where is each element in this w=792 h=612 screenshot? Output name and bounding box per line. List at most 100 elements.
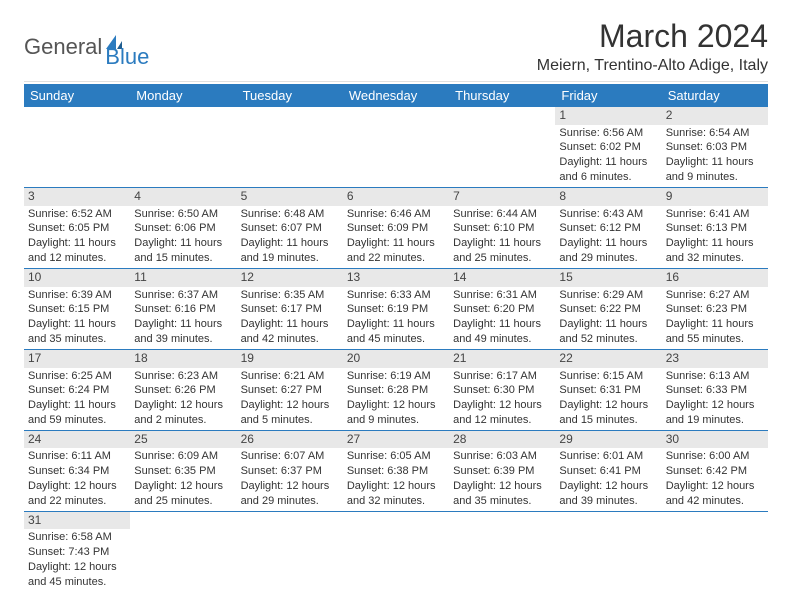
day-number: 14: [449, 269, 555, 287]
day-number: 17: [24, 350, 130, 368]
sunrise-text: Sunrise: 6:48 AM: [241, 207, 339, 222]
day-details: Sunrise: 6:37 AMSunset: 6:16 PMDaylight:…: [130, 287, 236, 349]
calendar-day-cell: 30Sunrise: 6:00 AMSunset: 6:42 PMDayligh…: [662, 430, 768, 511]
logo: General Blue: [24, 18, 149, 70]
day-details: Sunrise: 6:11 AMSunset: 6:34 PMDaylight:…: [24, 448, 130, 510]
day-number: 25: [130, 431, 236, 449]
daylight-text: Daylight: 11 hours and 22 minutes.: [347, 236, 445, 266]
day-number: 1: [555, 107, 661, 125]
day-details: Sunrise: 6:07 AMSunset: 6:37 PMDaylight:…: [237, 448, 343, 510]
day-details: Sunrise: 6:41 AMSunset: 6:13 PMDaylight:…: [662, 206, 768, 268]
calendar-table: Sunday Monday Tuesday Wednesday Thursday…: [24, 84, 768, 592]
sunrise-text: Sunrise: 6:29 AM: [559, 288, 657, 303]
day-number: 18: [130, 350, 236, 368]
sunrise-text: Sunrise: 6:44 AM: [453, 207, 551, 222]
calendar-day-cell: 17Sunrise: 6:25 AMSunset: 6:24 PMDayligh…: [24, 349, 130, 430]
sunrise-text: Sunrise: 6:27 AM: [666, 288, 764, 303]
header-divider: [24, 81, 768, 82]
sunrise-text: Sunrise: 6:19 AM: [347, 369, 445, 384]
sunset-text: Sunset: 6:16 PM: [134, 302, 232, 317]
day-number: 27: [343, 431, 449, 449]
sunrise-text: Sunrise: 6:52 AM: [28, 207, 126, 222]
sunrise-text: Sunrise: 6:39 AM: [28, 288, 126, 303]
weekday-header: Wednesday: [343, 84, 449, 107]
logo-text-general: General: [24, 34, 102, 60]
daylight-text: Daylight: 12 hours and 12 minutes.: [453, 398, 551, 428]
day-details: Sunrise: 6:29 AMSunset: 6:22 PMDaylight:…: [555, 287, 661, 349]
sunrise-text: Sunrise: 6:11 AM: [28, 449, 126, 464]
daylight-text: Daylight: 12 hours and 19 minutes.: [666, 398, 764, 428]
daylight-text: Daylight: 12 hours and 22 minutes.: [28, 479, 126, 509]
calendar-day-cell: 16Sunrise: 6:27 AMSunset: 6:23 PMDayligh…: [662, 268, 768, 349]
daylight-text: Daylight: 12 hours and 29 minutes.: [241, 479, 339, 509]
sunrise-text: Sunrise: 6:37 AM: [134, 288, 232, 303]
location-text: Meiern, Trentino-Alto Adige, Italy: [537, 57, 768, 75]
calendar-day-cell: 18Sunrise: 6:23 AMSunset: 6:26 PMDayligh…: [130, 349, 236, 430]
calendar-day-cell: [237, 107, 343, 187]
sunrise-text: Sunrise: 6:05 AM: [347, 449, 445, 464]
sunset-text: Sunset: 6:39 PM: [453, 464, 551, 479]
day-number: 6: [343, 188, 449, 206]
daylight-text: Daylight: 12 hours and 45 minutes.: [28, 560, 126, 590]
day-details: Sunrise: 6:15 AMSunset: 6:31 PMDaylight:…: [555, 368, 661, 430]
daylight-text: Daylight: 12 hours and 15 minutes.: [559, 398, 657, 428]
sunset-text: Sunset: 6:15 PM: [28, 302, 126, 317]
sunset-text: Sunset: 6:09 PM: [347, 221, 445, 236]
calendar-day-cell: [237, 511, 343, 591]
sunset-text: Sunset: 6:38 PM: [347, 464, 445, 479]
sunrise-text: Sunrise: 6:03 AM: [453, 449, 551, 464]
calendar-week-row: 10Sunrise: 6:39 AMSunset: 6:15 PM Dayligh…: [24, 268, 768, 349]
daylight-text: Daylight: 11 hours and 52 minutes.: [559, 317, 657, 347]
day-number: 9: [662, 188, 768, 206]
day-details: Sunrise: 6:58 AMSunset: 7:43 PMDaylight:…: [24, 529, 130, 591]
calendar-day-cell: 9Sunrise: 6:41 AMSunset: 6:13 PMDaylight…: [662, 187, 768, 268]
weekday-header: Monday: [130, 84, 236, 107]
weekday-header: Saturday: [662, 84, 768, 107]
calendar-day-cell: 22Sunrise: 6:15 AMSunset: 6:31 PMDayligh…: [555, 349, 661, 430]
weekday-header: Thursday: [449, 84, 555, 107]
calendar-day-cell: 21Sunrise: 6:17 AMSunset: 6:30 PMDayligh…: [449, 349, 555, 430]
sunset-text: Sunset: 6:06 PM: [134, 221, 232, 236]
sunset-text: Sunset: 6:35 PM: [134, 464, 232, 479]
calendar-day-cell: [130, 511, 236, 591]
daylight-text: Daylight: 11 hours and 55 minutes.: [666, 317, 764, 347]
day-number: 15: [555, 269, 661, 287]
day-details: Sunrise: 6:25 AMSunset: 6:24 PMDaylight:…: [24, 368, 130, 430]
calendar-day-cell: 15Sunrise: 6:29 AMSunset: 6:22 PMDayligh…: [555, 268, 661, 349]
sunrise-text: Sunrise: 6:43 AM: [559, 207, 657, 222]
weekday-header: Tuesday: [237, 84, 343, 107]
sunset-text: Sunset: 6:30 PM: [453, 383, 551, 398]
sunset-text: Sunset: 6:22 PM: [559, 302, 657, 317]
calendar-day-cell: 6Sunrise: 6:46 AMSunset: 6:09 PMDaylight…: [343, 187, 449, 268]
day-number: 10: [24, 269, 130, 287]
day-details: Sunrise: 6:52 AMSunset: 6:05 PMDaylight:…: [24, 206, 130, 268]
daylight-text: Daylight: 12 hours and 35 minutes.: [453, 479, 551, 509]
sunset-text: Sunset: 6:19 PM: [347, 302, 445, 317]
sunset-text: Sunset: 6:31 PM: [559, 383, 657, 398]
calendar-day-cell: 7Sunrise: 6:44 AMSunset: 6:10 PMDaylight…: [449, 187, 555, 268]
daylight-text: Daylight: 11 hours and 49 minutes.: [453, 317, 551, 347]
sunset-text: Sunset: 6:26 PM: [134, 383, 232, 398]
sunset-text: Sunset: 6:03 PM: [666, 140, 764, 155]
sunset-text: Sunset: 6:41 PM: [559, 464, 657, 479]
sunrise-text: Sunrise: 6:21 AM: [241, 369, 339, 384]
day-details: Sunrise: 6:35 AMSunset: 6:17 PMDaylight:…: [237, 287, 343, 349]
calendar-day-cell: 13Sunrise: 6:33 AMSunset: 6:19 PMDayligh…: [343, 268, 449, 349]
day-details: Sunrise: 6:56 AMSunset: 6:02 PMDaylight:…: [555, 125, 661, 187]
weekday-header-row: Sunday Monday Tuesday Wednesday Thursday…: [24, 84, 768, 107]
month-title: March 2024: [537, 18, 768, 55]
day-number: 22: [555, 350, 661, 368]
sunrise-text: Sunrise: 6:46 AM: [347, 207, 445, 222]
sunrise-text: Sunrise: 6:15 AM: [559, 369, 657, 384]
calendar-day-cell: 24Sunrise: 6:11 AMSunset: 6:34 PMDayligh…: [24, 430, 130, 511]
calendar-day-cell: 27Sunrise: 6:05 AMSunset: 6:38 PMDayligh…: [343, 430, 449, 511]
calendar-day-cell: [662, 511, 768, 591]
sunset-text: Sunset: 6:02 PM: [559, 140, 657, 155]
calendar-day-cell: 11Sunrise: 6:37 AMSunset: 6:16 PMDayligh…: [130, 268, 236, 349]
daylight-text: Daylight: 11 hours and 45 minutes.: [347, 317, 445, 347]
day-details: Sunrise: 6:13 AMSunset: 6:33 PMDaylight:…: [662, 368, 768, 430]
sunrise-text: Sunrise: 6:31 AM: [453, 288, 551, 303]
calendar-day-cell: 20Sunrise: 6:19 AMSunset: 6:28 PMDayligh…: [343, 349, 449, 430]
calendar-day-cell: 1Sunrise: 6:56 AMSunset: 6:02 PMDaylight…: [555, 107, 661, 187]
calendar-day-cell: 31Sunrise: 6:58 AMSunset: 7:43 PMDayligh…: [24, 511, 130, 591]
